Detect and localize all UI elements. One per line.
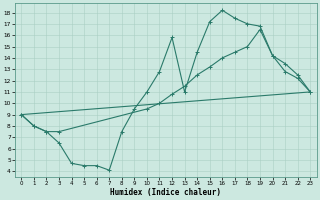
X-axis label: Humidex (Indice chaleur): Humidex (Indice chaleur) (110, 188, 221, 197)
